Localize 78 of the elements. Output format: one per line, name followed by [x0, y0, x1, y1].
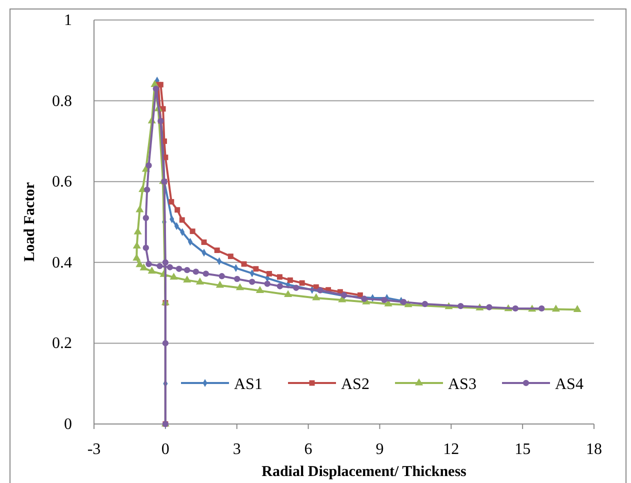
point [179, 217, 185, 223]
point [168, 199, 174, 205]
point [276, 283, 284, 290]
point [234, 276, 240, 282]
point [264, 280, 270, 287]
x-tick-label: 15 [514, 441, 531, 458]
point [214, 248, 220, 254]
x-tick-label: -3 [87, 441, 101, 458]
point [142, 214, 149, 222]
point [293, 284, 300, 291]
y-axis-title: Load Factor [22, 182, 38, 262]
point [317, 287, 324, 294]
point [256, 286, 264, 293]
point [266, 270, 272, 276]
point [228, 254, 234, 260]
point [140, 263, 148, 270]
point [218, 273, 225, 280]
y-tick-label: 1 [64, 12, 72, 29]
legend-label: AS3 [448, 376, 476, 393]
point [361, 296, 368, 302]
point [132, 242, 141, 249]
point [148, 266, 156, 274]
point [152, 86, 159, 92]
x-tick-label: 18 [586, 441, 602, 458]
point [552, 304, 560, 312]
y-tick-label: 0 [64, 416, 72, 433]
point [134, 227, 142, 234]
x-tick-label: 3 [232, 441, 241, 458]
point [312, 293, 320, 300]
point [249, 278, 256, 285]
point [241, 261, 247, 267]
point [381, 296, 388, 304]
point [142, 244, 149, 251]
point [512, 305, 519, 312]
point [253, 266, 259, 272]
point [144, 186, 150, 193]
point [174, 207, 180, 213]
x-axis-title: Radial Displacement/ Thickness [262, 464, 467, 480]
point [176, 266, 182, 272]
point [538, 305, 545, 312]
point [190, 228, 196, 234]
point [184, 266, 190, 274]
point [201, 239, 207, 245]
y-tick-label: 0.2 [52, 335, 72, 352]
legend-label: AS2 [341, 376, 370, 393]
point [146, 162, 152, 169]
point [573, 305, 582, 312]
x-tick-label: 0 [161, 441, 170, 458]
point [160, 106, 166, 112]
point [299, 280, 305, 286]
point [287, 277, 293, 283]
point [202, 270, 209, 277]
point [183, 276, 192, 282]
point [166, 264, 174, 270]
point [400, 298, 407, 306]
point [170, 272, 178, 280]
point [146, 260, 152, 268]
legend-label: AS1 [234, 376, 262, 393]
point [136, 260, 144, 268]
y-tick-label: 0.8 [52, 92, 72, 110]
point [284, 290, 292, 298]
x-tick-label: 12 [443, 441, 460, 458]
x-tick-label: 9 [376, 441, 384, 458]
point [196, 278, 204, 285]
point [192, 268, 199, 275]
legend-label: AS4 [555, 376, 584, 393]
point [486, 304, 492, 310]
y-tick-label: 0.6 [52, 174, 72, 191]
point [162, 259, 169, 266]
point [156, 262, 163, 270]
point [236, 283, 244, 290]
point [458, 302, 464, 310]
x-tick-label: 6 [304, 441, 312, 458]
point [422, 300, 428, 308]
point [136, 205, 144, 212]
point [276, 274, 282, 280]
point [216, 280, 224, 288]
y-tick-label: 0.4 [52, 254, 72, 272]
